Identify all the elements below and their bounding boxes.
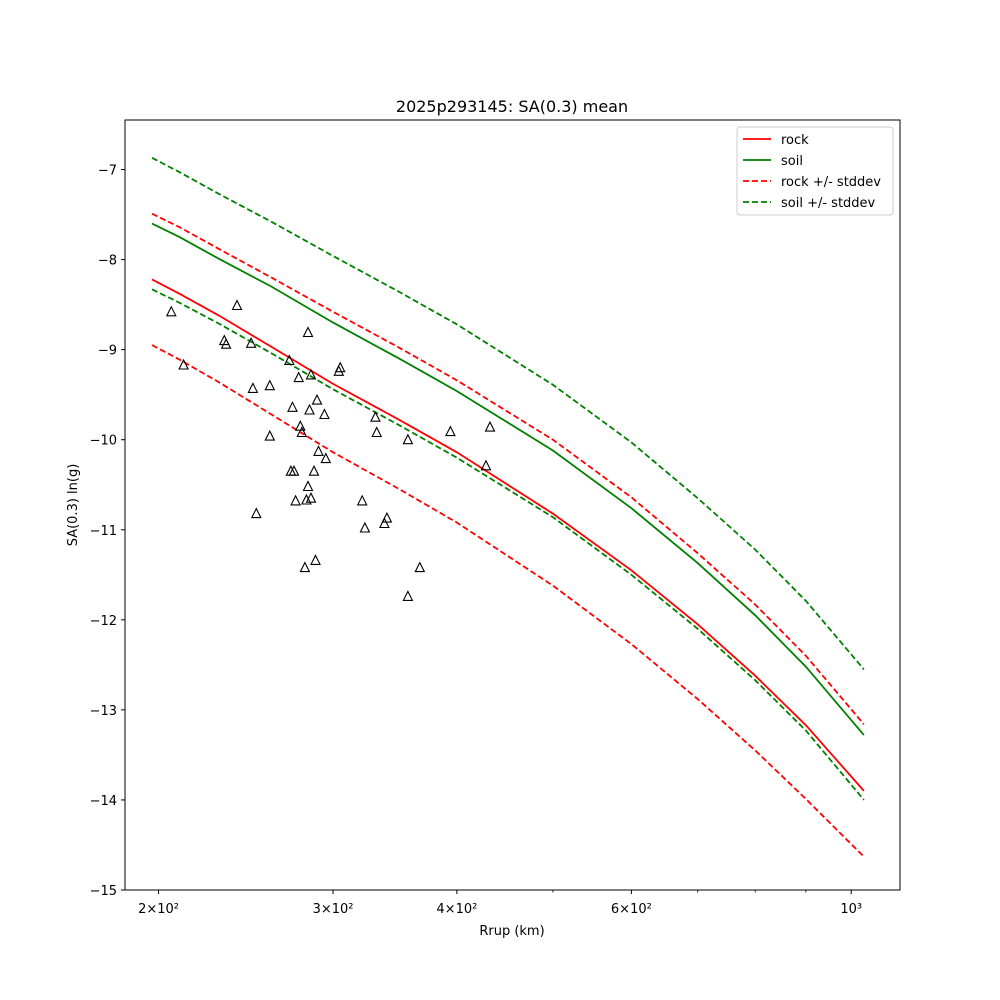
observation-point	[311, 393, 323, 405]
observation-point	[165, 305, 177, 317]
y-tick-label: −14	[90, 794, 117, 809]
observation-point	[310, 554, 321, 565]
observation-point	[287, 401, 298, 412]
observation-point	[290, 494, 301, 506]
observation-point	[381, 511, 393, 523]
x-axis-label: Rrup (km)	[479, 924, 544, 939]
observation-point	[283, 354, 295, 366]
observation-point	[305, 491, 317, 503]
y-axis-label: SA(0.3) ln(g)	[66, 464, 81, 547]
observation-point	[313, 445, 324, 456]
chart-title: 2025p293145: SA(0.3) mean	[396, 97, 628, 116]
observation-point	[379, 517, 390, 529]
observation-point	[334, 361, 346, 373]
y-tick-label: −15	[90, 884, 117, 899]
observation-point	[402, 433, 414, 445]
observation-point	[178, 358, 189, 370]
x-tick-label: 4×10²	[436, 902, 477, 917]
y-tick-label: −8	[98, 254, 117, 269]
x-tick-label: 2×10²	[138, 902, 179, 917]
observations-layer	[165, 299, 496, 601]
y-tick-label: −7	[98, 164, 117, 179]
observation-point	[356, 494, 368, 506]
y-tick-label: −12	[90, 614, 117, 629]
series-line-3	[151, 344, 865, 858]
observation-point	[299, 561, 311, 573]
observation-point	[319, 408, 330, 420]
observation-point	[247, 382, 259, 393]
observation-point	[308, 464, 320, 476]
observation-point	[402, 590, 414, 601]
legend: rock soil rock +/- stddev soil +/- stddev	[736, 126, 894, 216]
observation-point	[250, 507, 262, 519]
series-line-4	[151, 157, 865, 670]
observation-point	[370, 410, 381, 422]
x-tick-label: 3×10²	[313, 902, 354, 917]
observation-point	[264, 429, 276, 441]
observation-point	[304, 403, 315, 415]
observation-point	[359, 521, 371, 533]
observation-point	[288, 464, 300, 476]
y-axis-ticks: −15 −14 −13 −12 −11 −10 −9 −8 −7	[90, 164, 125, 899]
legend-label: soil	[781, 154, 803, 169]
series-line-2	[151, 212, 865, 725]
plot-frame	[124, 119, 901, 891]
observation-point	[445, 425, 456, 437]
series-line-1	[151, 222, 865, 736]
plot-area	[124, 119, 901, 891]
observation-point	[264, 379, 276, 391]
series-line-0	[151, 278, 865, 792]
observation-point	[220, 337, 232, 349]
legend-box	[736, 126, 894, 216]
observation-point	[371, 426, 383, 438]
observation-point	[414, 561, 426, 573]
observation-point	[320, 452, 332, 464]
observation-point	[480, 459, 492, 471]
observation-point	[484, 420, 496, 432]
series-line-5	[151, 288, 865, 801]
observation-point	[302, 480, 314, 492]
series-layer	[151, 157, 865, 858]
x-tick-label: 6×10²	[611, 902, 652, 917]
x-tick-label: 10³	[840, 902, 862, 917]
observation-point	[231, 299, 243, 311]
legend-label: soil +/- stddev	[781, 196, 876, 211]
y-tick-label: −13	[90, 704, 117, 719]
x-axis-ticks: 2×10² 3×10² 4×10² 6×10² 10³	[138, 890, 862, 917]
observation-point	[301, 493, 312, 505]
observation-point	[293, 371, 305, 383]
y-tick-label: −10	[90, 434, 117, 449]
legend-label: rock	[781, 133, 809, 148]
observation-point	[296, 426, 308, 438]
observation-point	[302, 326, 314, 338]
y-tick-label: −9	[98, 344, 117, 359]
observation-point	[245, 337, 257, 348]
legend-label: rock +/- stddev	[781, 175, 881, 190]
observation-point	[305, 368, 317, 380]
y-tick-label: −11	[90, 524, 117, 539]
